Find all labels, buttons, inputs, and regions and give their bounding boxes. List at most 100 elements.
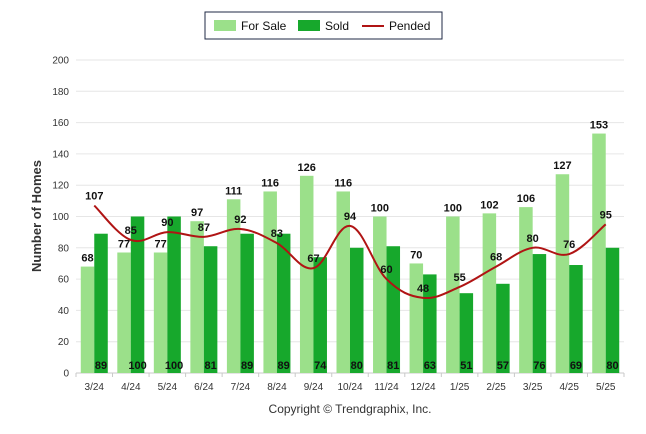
bar-for-sale-4-25 bbox=[555, 174, 570, 373]
bar-for-sale-12-24 bbox=[409, 263, 424, 373]
label-sold: 51 bbox=[460, 360, 472, 372]
label-for-sale: 102 bbox=[480, 199, 498, 211]
label-sold: 100 bbox=[128, 360, 146, 372]
label-pended: 107 bbox=[85, 191, 103, 203]
label-for-sale: 127 bbox=[553, 160, 571, 172]
bar-sold-4-25 bbox=[569, 265, 583, 373]
x-tick-label-3-24: 3/24 bbox=[85, 382, 105, 393]
x-tick-label-10-24: 10/24 bbox=[337, 382, 362, 393]
label-sold: 57 bbox=[497, 360, 509, 372]
legend-label-sold: Sold bbox=[325, 19, 349, 33]
legend: For Sale Sold Pended bbox=[204, 11, 443, 40]
y-tick-label: 180 bbox=[52, 87, 69, 98]
y-tick-label: 60 bbox=[58, 275, 70, 286]
label-sold: 89 bbox=[95, 360, 107, 372]
label-pended: 55 bbox=[453, 272, 465, 284]
label-pended: 80 bbox=[527, 233, 539, 245]
y-tick-label: 80 bbox=[58, 243, 70, 254]
x-tick-label-12-24: 12/24 bbox=[411, 382, 436, 393]
bar-sold-3-24 bbox=[94, 233, 108, 373]
x-tick-label-9-24: 9/24 bbox=[304, 382, 324, 393]
label-sold: 74 bbox=[314, 360, 327, 372]
label-for-sale: 68 bbox=[81, 253, 93, 265]
bar-for-sale-3-24 bbox=[80, 266, 95, 373]
label-pended: 83 bbox=[271, 228, 283, 240]
pended-series-line bbox=[93, 204, 607, 300]
x-tick-label-5-25: 5/25 bbox=[596, 382, 616, 393]
bar-for-sale-1-25 bbox=[446, 216, 460, 373]
label-sold: 80 bbox=[351, 360, 363, 372]
bar-sold-4-24 bbox=[130, 216, 145, 373]
label-for-sale: 153 bbox=[590, 120, 608, 132]
y-tick-label: 200 bbox=[52, 56, 69, 67]
label-for-sale: 126 bbox=[298, 162, 316, 174]
label-for-sale: 111 bbox=[225, 185, 242, 197]
bar-sold-2-25 bbox=[496, 283, 510, 373]
x-axis-ticks: 3/24 4/24 5/24 6/24 7/24 8/24 9/24 10/24 11/24 12… bbox=[75, 373, 625, 393]
label-sold: 89 bbox=[241, 360, 253, 372]
x-tick-label-1-25: 1/25 bbox=[450, 382, 470, 393]
copyright-text: Copyright © Trendgraphix, Inc. bbox=[269, 402, 432, 416]
bar-for-sale-10-24 bbox=[336, 191, 350, 373]
label-for-sale: 116 bbox=[334, 177, 352, 189]
label-pended: 67 bbox=[307, 253, 319, 265]
bars bbox=[80, 133, 620, 373]
bar-for-sale-2-25 bbox=[482, 213, 497, 373]
legend-box bbox=[204, 11, 443, 40]
bar-for-sale-7-24 bbox=[226, 199, 241, 373]
x-tick-label-6-24: 6/24 bbox=[194, 382, 214, 393]
label-pended: 92 bbox=[234, 214, 246, 226]
label-pended: 85 bbox=[125, 225, 137, 237]
label-for-sale: 77 bbox=[154, 238, 166, 250]
y-tick-label: 160 bbox=[52, 118, 69, 129]
y-tick-label: 140 bbox=[52, 149, 69, 160]
x-tick-label-8-24: 8/24 bbox=[267, 382, 287, 393]
legend-swatch-for-sale bbox=[214, 20, 236, 31]
label-for-sale: 100 bbox=[444, 203, 462, 215]
label-pended: 68 bbox=[490, 252, 502, 264]
label-pended: 95 bbox=[600, 209, 612, 221]
label-sold: 81 bbox=[387, 360, 399, 372]
label-sold: 81 bbox=[204, 360, 216, 372]
y-tick-label: 20 bbox=[58, 337, 70, 348]
bar-sold-5-25 bbox=[605, 247, 620, 373]
label-for-sale: 100 bbox=[371, 203, 389, 215]
y-tick-label: 0 bbox=[63, 369, 69, 380]
label-pended: 87 bbox=[198, 222, 210, 234]
label-pended: 60 bbox=[380, 264, 392, 276]
bar-sold-9-24 bbox=[313, 257, 327, 373]
y-tick-label: 120 bbox=[52, 181, 69, 192]
x-tick-label-3-25: 3/25 bbox=[523, 382, 543, 393]
label-sold: 76 bbox=[533, 360, 545, 372]
label-pended: 90 bbox=[161, 217, 173, 229]
x-tick-label-4-24: 4/24 bbox=[121, 382, 141, 393]
data-labels: 68 89 77 100 77 100 97 81 111 89 116 89 126 74 116 80 10… bbox=[81, 120, 618, 372]
bar-sold-8-24 bbox=[276, 233, 291, 373]
y-tick-label: 40 bbox=[58, 306, 70, 317]
x-tick-label-4-25: 4/25 bbox=[559, 382, 579, 393]
bar-for-sale-9-24 bbox=[299, 175, 314, 373]
pended-line bbox=[93, 204, 607, 300]
y-axis-label: Number of Homes bbox=[29, 160, 44, 272]
x-tick-label-5-24: 5/24 bbox=[158, 382, 178, 393]
legend-label-pended: Pended bbox=[389, 19, 430, 33]
bar-sold-6-24 bbox=[203, 246, 218, 373]
label-pended: 48 bbox=[417, 283, 429, 295]
label-sold: 89 bbox=[278, 360, 290, 372]
label-sold: 100 bbox=[165, 360, 183, 372]
x-tick-label-2-25: 2/25 bbox=[486, 382, 506, 393]
bar-for-sale-6-24 bbox=[190, 221, 204, 373]
bar-sold-7-24 bbox=[240, 233, 254, 373]
bar-for-sale-5-25 bbox=[592, 133, 606, 373]
label-for-sale: 70 bbox=[410, 249, 422, 261]
bar-for-sale-8-24 bbox=[263, 191, 277, 373]
bar-sold-3-25 bbox=[532, 254, 547, 373]
bar-for-sale-11-24 bbox=[373, 216, 387, 373]
label-for-sale: 97 bbox=[191, 207, 203, 219]
label-pended: 94 bbox=[344, 211, 357, 223]
label-sold: 80 bbox=[606, 360, 618, 372]
bar-sold-1-25 bbox=[459, 293, 474, 373]
y-axis-ticks: 0 20 40 60 80 100 120 140 160 180 200 bbox=[52, 56, 69, 380]
y-tick-label: 100 bbox=[52, 212, 69, 223]
